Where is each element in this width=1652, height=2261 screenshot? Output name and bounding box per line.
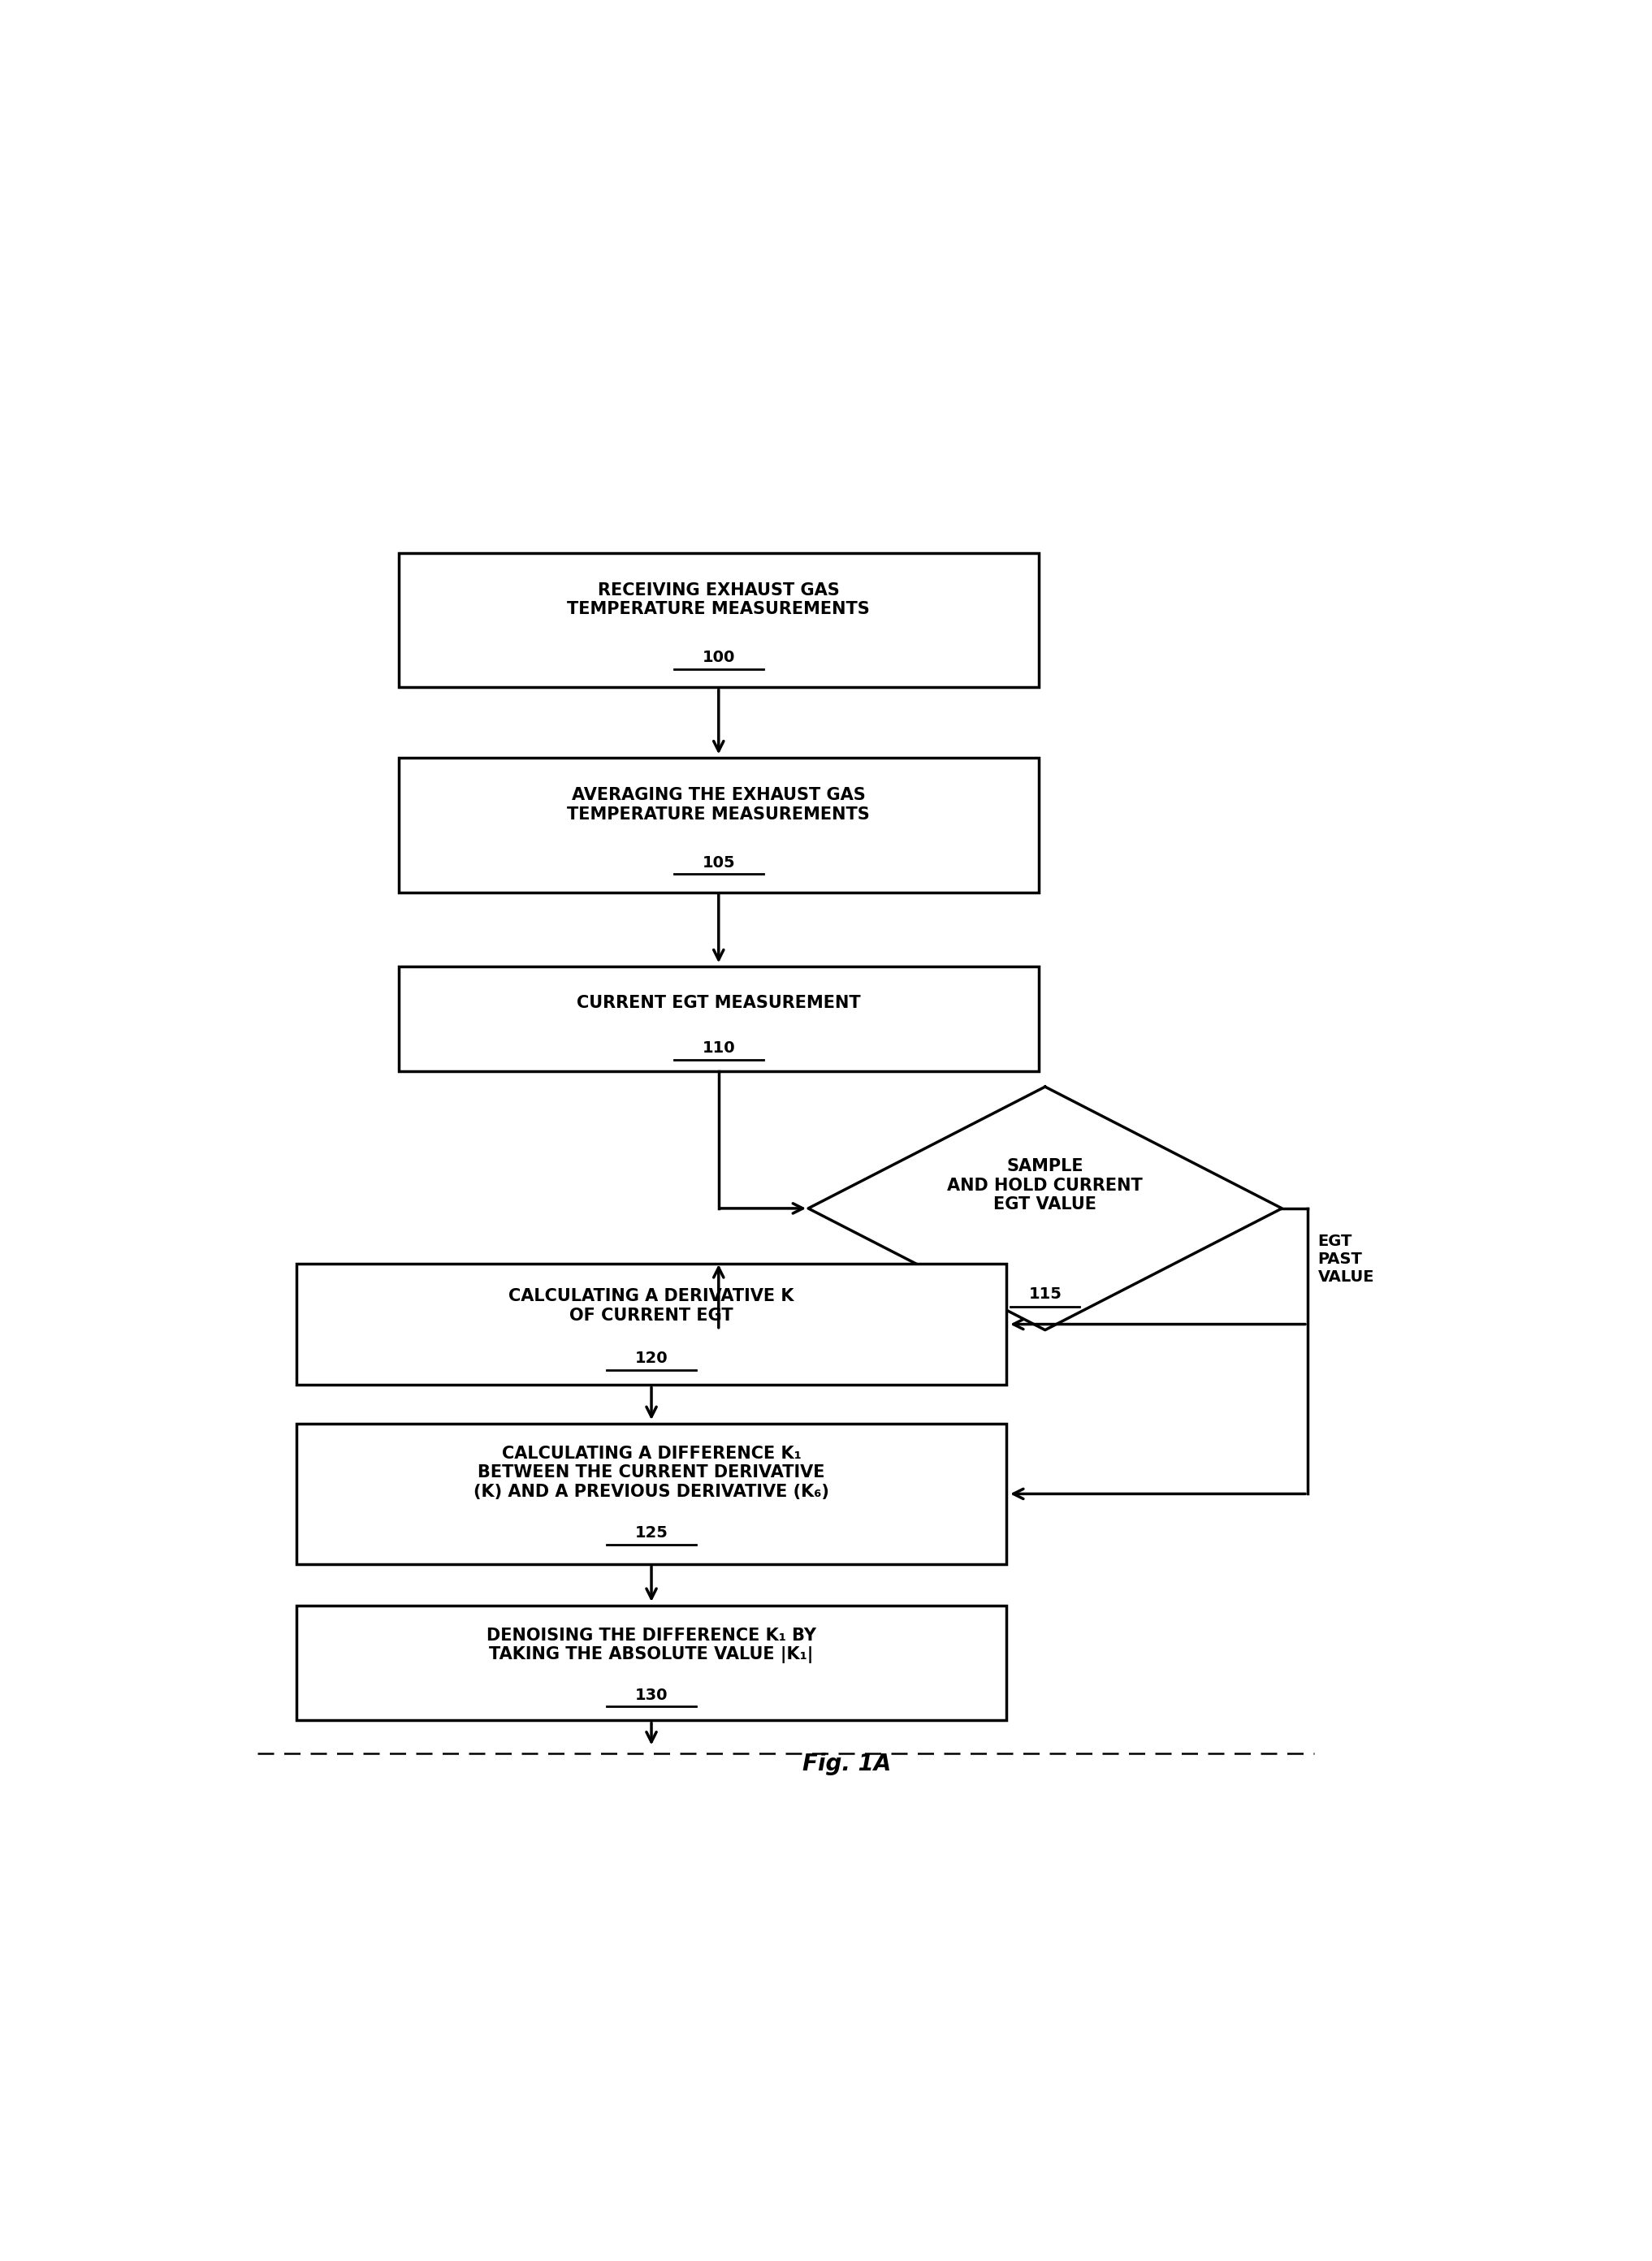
Text: CALCULATING A DERIVATIVE K
OF CURRENT EGT: CALCULATING A DERIVATIVE K OF CURRENT EG… [509,1289,795,1323]
Text: DENOISING THE DIFFERENCE K₁ BY
TAKING THE ABSOLUTE VALUE |K₁|: DENOISING THE DIFFERENCE K₁ BY TAKING TH… [487,1628,816,1664]
Text: 120: 120 [634,1350,667,1366]
FancyBboxPatch shape [398,757,1039,893]
FancyBboxPatch shape [296,1424,1006,1565]
Text: Fig. 1A: Fig. 1A [803,1752,890,1775]
Text: RECEIVING EXHAUST GAS
TEMPERATURE MEASUREMENTS: RECEIVING EXHAUST GAS TEMPERATURE MEASUR… [567,583,871,617]
Text: CALCULATING A DIFFERENCE K₁
BETWEEN THE CURRENT DERIVATIVE
(K) AND A PREVIOUS DE: CALCULATING A DIFFERENCE K₁ BETWEEN THE … [474,1445,829,1499]
FancyBboxPatch shape [398,554,1039,687]
Text: 125: 125 [634,1526,667,1542]
FancyBboxPatch shape [296,1264,1006,1386]
Text: 105: 105 [702,855,735,870]
FancyBboxPatch shape [296,1605,1006,1721]
Text: EGT
PAST
VALUE: EGT PAST VALUE [1318,1235,1374,1284]
FancyBboxPatch shape [398,965,1039,1072]
Text: AVERAGING THE EXHAUST GAS
TEMPERATURE MEASUREMENTS: AVERAGING THE EXHAUST GAS TEMPERATURE ME… [567,787,871,823]
Text: 115: 115 [1029,1287,1062,1302]
Text: 100: 100 [702,651,735,665]
Text: SAMPLE
AND HOLD CURRENT
EGT VALUE: SAMPLE AND HOLD CURRENT EGT VALUE [947,1158,1143,1212]
Polygon shape [808,1088,1282,1329]
Text: CURRENT EGT MEASUREMENT: CURRENT EGT MEASUREMENT [577,995,861,1011]
Text: 130: 130 [634,1687,667,1703]
Text: 110: 110 [702,1040,735,1056]
